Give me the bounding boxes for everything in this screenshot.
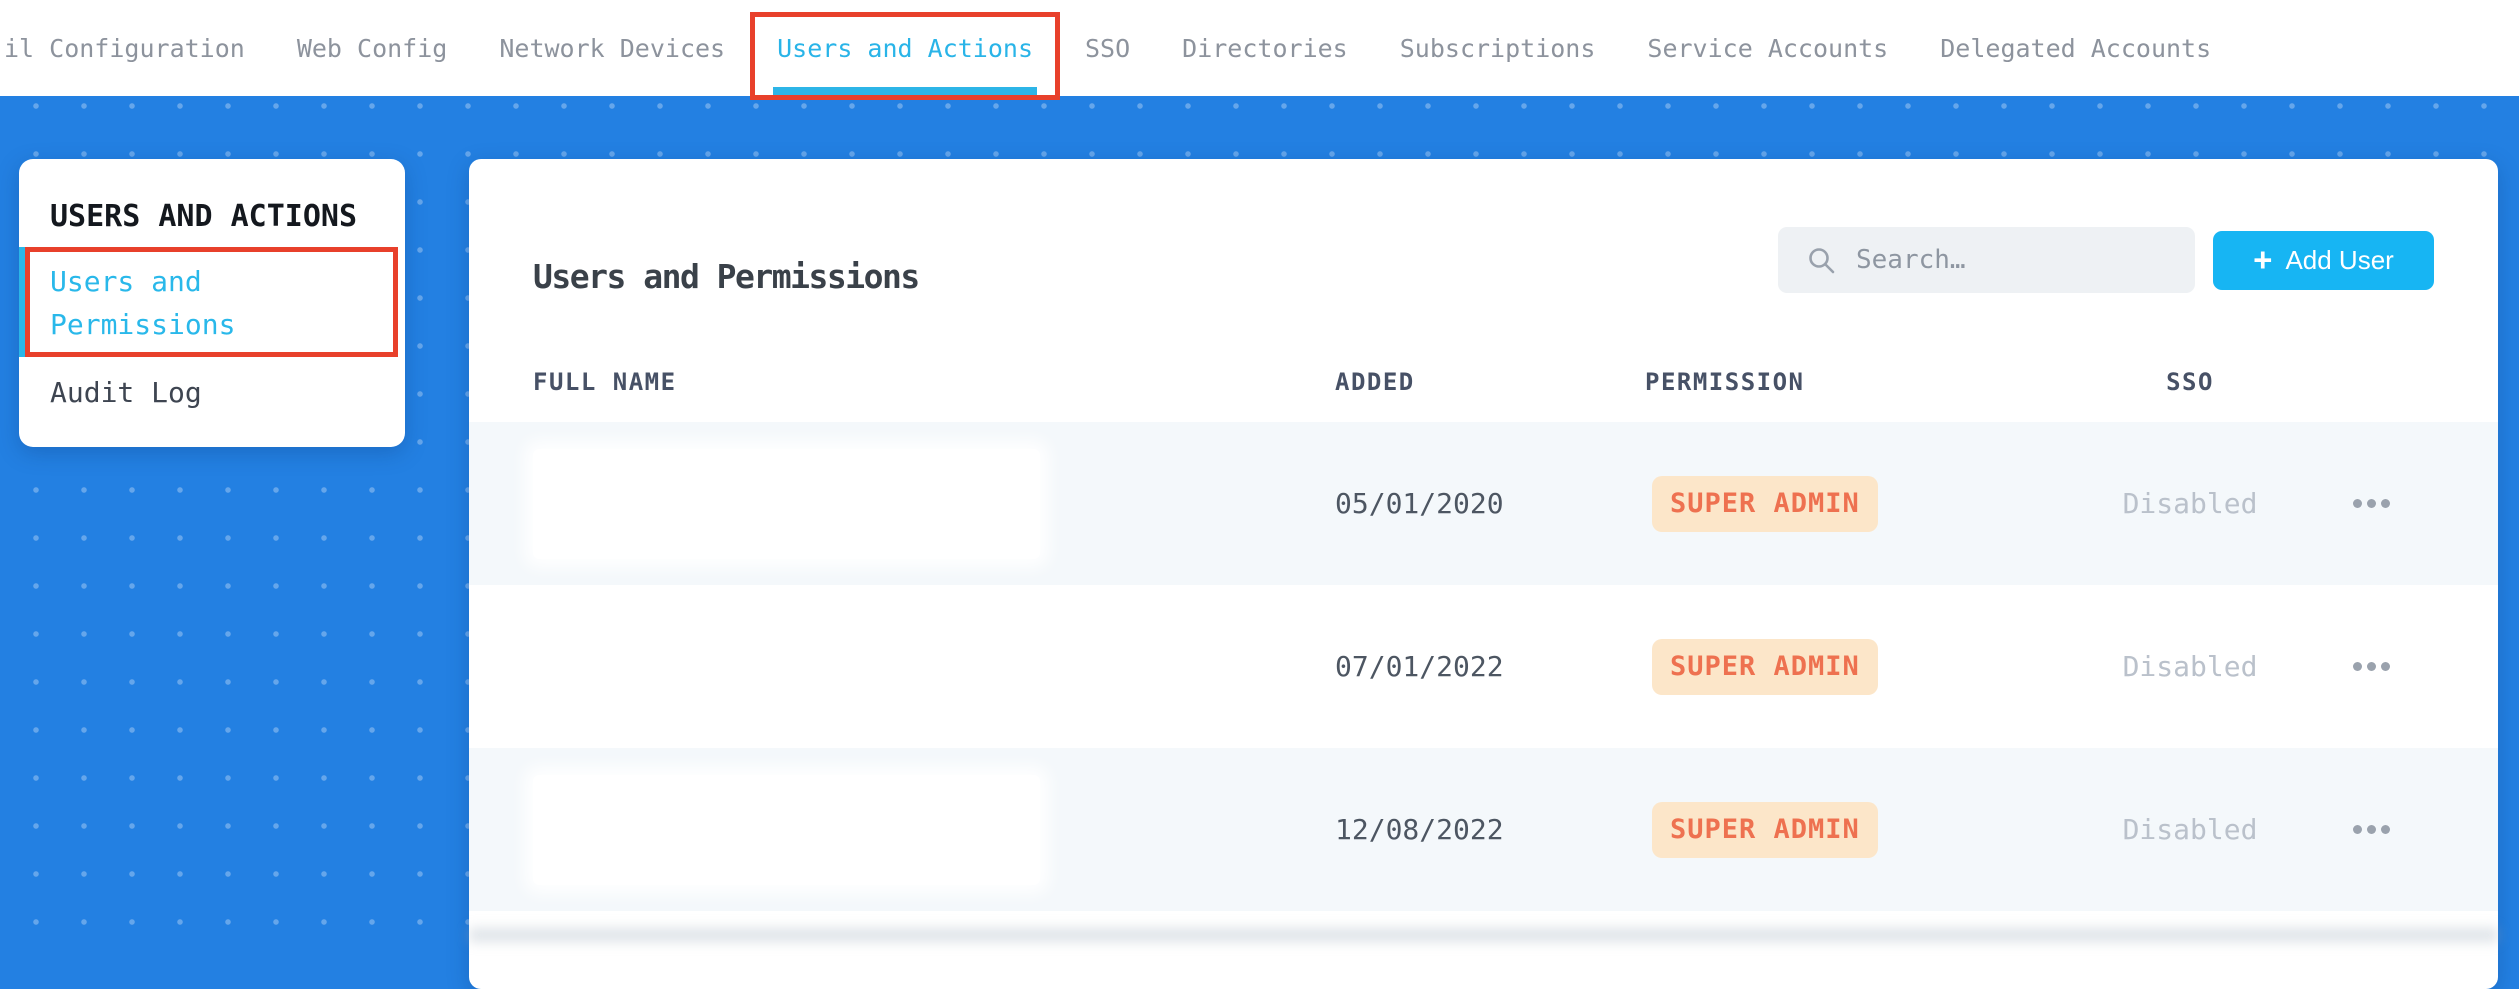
plus-icon: + (2253, 240, 2273, 278)
sidebar-item-label: Audit Log (50, 376, 202, 409)
sidebar-item-audit-log[interactable]: Audit Log (50, 371, 202, 414)
permission-cell: SUPER ADMIN (1645, 475, 2105, 532)
table-body: 05/01/2020 SUPER ADMIN Disabled 07/01/20… (469, 422, 2498, 911)
tab-users-and-actions[interactable]: Users and Actions (750, 0, 1060, 100)
ellipsis-icon (2353, 662, 2362, 671)
tab-subscriptions[interactable]: Subscriptions (1400, 0, 1596, 96)
tab-label: Web Config (296, 33, 448, 63)
tab-label: Subscriptions (1399, 33, 1596, 63)
tab-sso[interactable]: SSO (1085, 0, 1130, 96)
tab-delegated-accounts[interactable]: Delegated Accounts (1940, 0, 2211, 96)
full-name-cell (469, 448, 1335, 559)
permission-badge: SUPER ADMIN (1652, 475, 1878, 532)
users-and-actions-sidebar: USERS AND ACTIONS Users and Permissions … (19, 159, 405, 447)
permission-badge: SUPER ADMIN (1652, 801, 1878, 858)
sso-status: Disabled (2122, 650, 2258, 683)
tab-label: Network Devices (499, 33, 726, 63)
table-row: 07/01/2022 SUPER ADMIN Disabled (469, 585, 2498, 748)
table-row: 05/01/2020 SUPER ADMIN Disabled (469, 422, 2498, 585)
tab-label: Directories (1182, 33, 1348, 63)
ellipsis-icon (2353, 825, 2362, 834)
permission-cell: SUPER ADMIN (1645, 801, 2105, 858)
blurred-row-remnant (469, 928, 2498, 942)
redacted-name-box (533, 774, 1040, 885)
column-header-full-name: FULL NAME (533, 368, 677, 396)
column-header-permission: PERMISSION (1645, 368, 1805, 396)
page-title: Users and Permissions (533, 257, 920, 297)
add-user-button[interactable]: + Add User (2213, 231, 2434, 290)
permission-badge: SUPER ADMIN (1652, 638, 1878, 695)
tab-web-config[interactable]: Web Config (297, 0, 448, 96)
redacted-name-box (533, 448, 1040, 559)
actions-cell (2275, 489, 2498, 518)
tab-directories[interactable]: Directories (1182, 0, 1348, 96)
column-header-added: ADDED (1335, 368, 1415, 396)
added-cell: 05/01/2020 (1335, 487, 1504, 520)
tab-service-accounts[interactable]: Service Accounts (1647, 0, 1888, 96)
sidebar-item-label: Users and Permissions (50, 265, 236, 341)
tab-network-devices[interactable]: Network Devices (499, 0, 725, 96)
tab-label: Delegated Accounts (1940, 33, 2212, 63)
sso-status: Disabled (2122, 813, 2258, 846)
active-tab-underline (773, 87, 1037, 96)
users-and-permissions-panel: Users and Permissions + Add User FULL NA… (469, 159, 2498, 989)
actions-cell (2275, 815, 2498, 844)
redacted-name-box (533, 611, 1040, 722)
search-input[interactable] (1854, 244, 2195, 276)
row-actions-button[interactable] (2343, 652, 2400, 681)
full-name-cell (469, 611, 1335, 722)
search-box[interactable] (1778, 227, 2195, 293)
sidebar-heading: USERS AND ACTIONS (50, 199, 358, 234)
sidebar-item-users-and-permissions[interactable]: Users and Permissions (19, 247, 398, 357)
tab-label: il Configuration (4, 33, 245, 63)
search-icon (1809, 248, 1835, 274)
row-actions-button[interactable] (2343, 489, 2400, 518)
tab-label: SSO (1085, 33, 1131, 63)
permission-cell: SUPER ADMIN (1645, 638, 2105, 695)
added-cell: 07/01/2022 (1335, 650, 1504, 683)
column-header-sso: SSO (2166, 368, 2214, 396)
added-cell: 12/08/2022 (1335, 813, 1504, 846)
tab-label: Service Accounts (1647, 33, 1889, 63)
table-header-row: FULL NAME ADDED PERMISSION SSO (469, 355, 2498, 409)
top-navigation: il Configuration Web Config Network Devi… (0, 0, 2519, 100)
table-row: 12/08/2022 SUPER ADMIN Disabled (469, 748, 2498, 911)
full-name-cell (469, 774, 1335, 885)
row-actions-button[interactable] (2343, 815, 2400, 844)
tab-label: Users and Actions (777, 33, 1033, 63)
tab-email-configuration[interactable]: il Configuration (4, 0, 245, 96)
actions-cell (2275, 652, 2498, 681)
ellipsis-icon (2353, 499, 2362, 508)
sso-status: Disabled (2122, 487, 2258, 520)
add-user-label: Add User (2285, 245, 2394, 275)
